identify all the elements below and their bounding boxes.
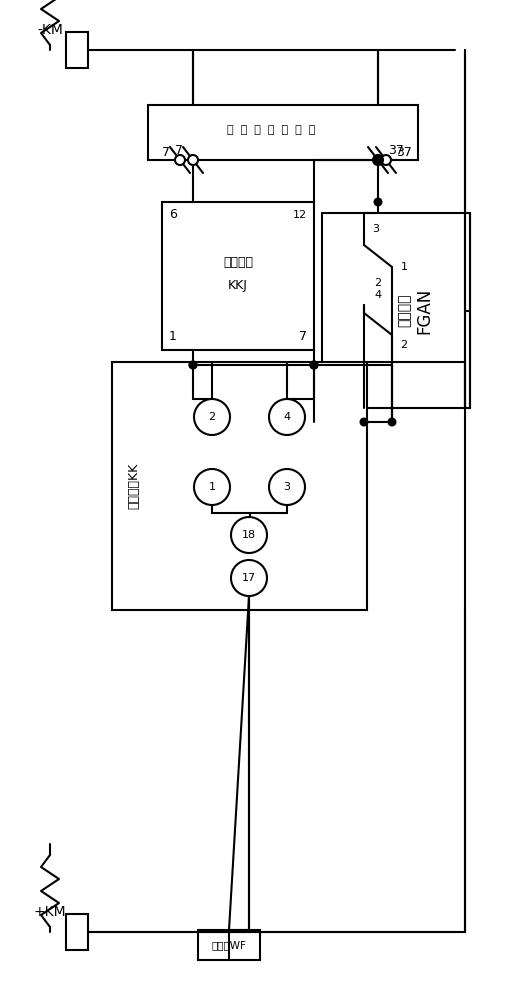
Text: 1: 1 [401, 262, 407, 272]
Text: 17: 17 [242, 573, 256, 583]
Text: 18: 18 [242, 530, 256, 540]
Text: 中间继电: 中间继电 [223, 255, 253, 268]
Bar [148, 105, 418, 160]
Text: 3: 3 [283, 482, 291, 492]
Text: 7: 7 [162, 145, 170, 158]
Circle shape [269, 469, 305, 505]
Text: 4: 4 [283, 412, 291, 422]
Text: 复归接鈕: 复归接鈕 [397, 294, 411, 327]
Text: 37: 37 [388, 144, 404, 157]
Bar [66, 914, 88, 950]
Circle shape [188, 155, 198, 165]
Circle shape [388, 418, 397, 426]
Circle shape [194, 399, 230, 435]
Circle shape [189, 360, 197, 369]
Text: 1: 1 [208, 482, 216, 492]
Bar [198, 930, 260, 960]
Text: 2: 2 [374, 278, 382, 288]
Text: 7: 7 [299, 330, 307, 344]
Text: 光字牌WF: 光字牌WF [211, 940, 247, 950]
Text: 7: 7 [175, 144, 183, 157]
Circle shape [359, 418, 369, 426]
Text: 4: 4 [374, 290, 382, 300]
Circle shape [231, 560, 267, 596]
Circle shape [310, 360, 318, 369]
Circle shape [373, 198, 383, 207]
Text: KKJ: KKJ [228, 279, 248, 292]
Circle shape [310, 360, 318, 369]
Circle shape [381, 155, 391, 165]
Circle shape [175, 155, 185, 165]
Text: 2: 2 [401, 340, 407, 350]
Circle shape [269, 399, 305, 435]
Circle shape [310, 360, 318, 369]
Circle shape [373, 155, 383, 164]
Text: FGAN: FGAN [415, 287, 433, 334]
Circle shape [231, 517, 267, 553]
Text: 板  控  联  接  半  固  触: 板 控 联 接 半 固 触 [227, 125, 315, 135]
Text: -KM: -KM [37, 23, 63, 37]
Circle shape [189, 360, 197, 369]
Circle shape [373, 155, 383, 164]
Bar [162, 202, 314, 350]
Circle shape [194, 469, 230, 505]
Text: 6: 6 [169, 209, 177, 222]
Text: +KM: +KM [34, 905, 66, 919]
Bar [112, 362, 367, 610]
Text: 3: 3 [373, 224, 379, 234]
Text: 2: 2 [208, 412, 216, 422]
Bar [322, 213, 470, 408]
Circle shape [373, 155, 383, 165]
Text: 12: 12 [293, 210, 307, 220]
Text: 1: 1 [169, 330, 177, 344]
Text: 37: 37 [396, 145, 412, 158]
Bar [66, 32, 88, 68]
Text: 控制开关KK: 控制开关KK [128, 463, 141, 509]
